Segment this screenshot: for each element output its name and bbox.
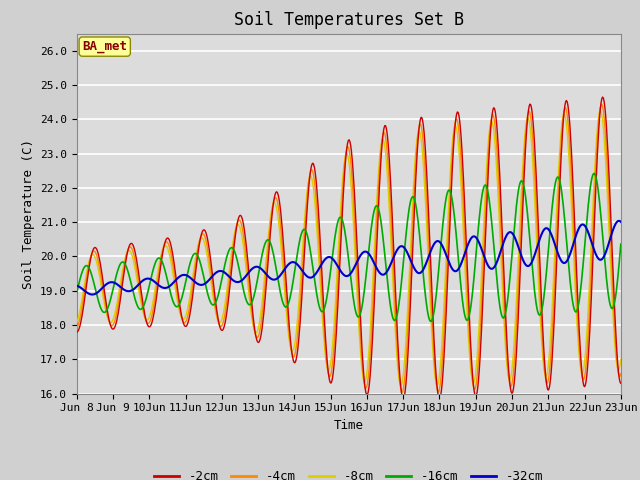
Title: Soil Temperatures Set B: Soil Temperatures Set B — [234, 11, 464, 29]
Legend: -2cm, -4cm, -8cm, -16cm, -32cm: -2cm, -4cm, -8cm, -16cm, -32cm — [149, 465, 548, 480]
Y-axis label: Soil Temperature (C): Soil Temperature (C) — [22, 139, 35, 288]
Text: BA_met: BA_met — [82, 40, 127, 53]
X-axis label: Time: Time — [334, 419, 364, 432]
